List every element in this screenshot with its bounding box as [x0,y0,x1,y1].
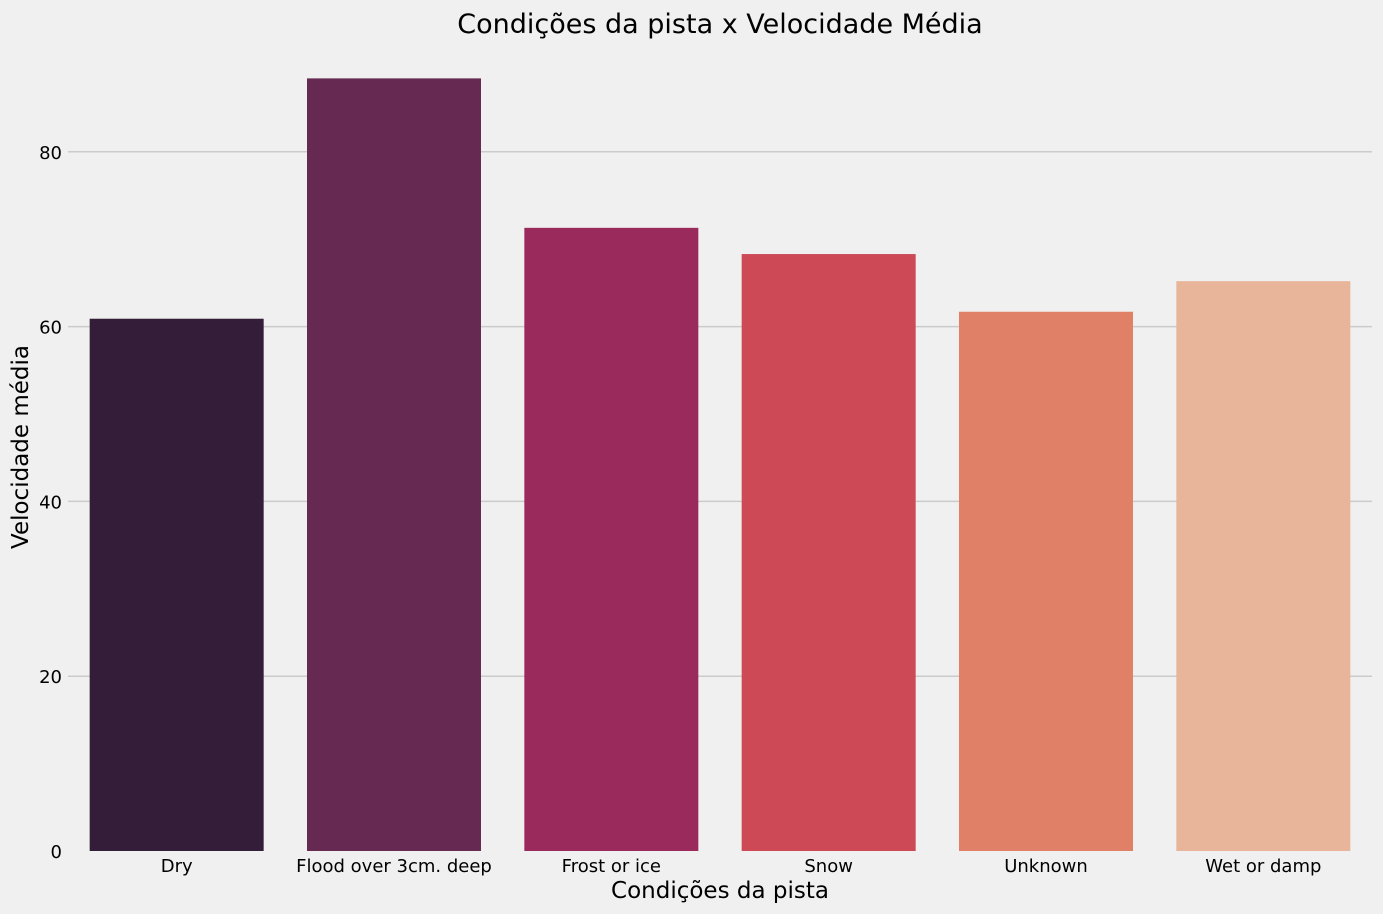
y-tick-label: 60 [39,318,62,339]
y-tick-label: 0 [51,842,62,863]
x-tick-label: Frost or ice [562,856,661,877]
x-tick-labels: Dry Flood over 3cm. deep Frost or ice Snow U… [161,856,1322,877]
bar-wet-or-damp [1176,281,1351,852]
x-tick-label: Dry [161,856,193,877]
y-tick-label: 20 [39,667,62,688]
y-tick-label: 40 [39,492,62,513]
bar-unknown [959,311,1133,851]
x-axis-label: Condições da pista [611,878,829,904]
gridlines [68,151,1372,677]
y-tick-labels: 0 20 40 60 80 [39,143,62,863]
bar-snow [741,254,916,852]
x-tick-label: Unknown [1004,856,1088,877]
y-axis-label: Velocidade média [8,345,34,549]
bar-dry [89,318,264,851]
bar-flood-over-3cm-deep [307,78,481,851]
x-tick-label: Snow [804,856,853,877]
bars [89,78,1351,852]
x-tick-label: Wet or damp [1205,856,1321,877]
chart-title: Condições da pista x Velocidade Média [457,9,982,40]
x-tick-label: Flood over 3cm. deep [296,856,492,877]
bar-frost-or-ice [524,227,699,851]
y-tick-label: 80 [39,143,62,164]
